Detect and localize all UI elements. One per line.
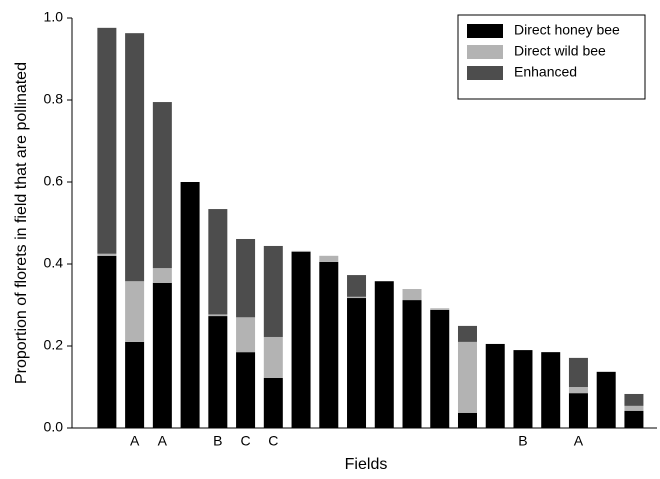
bar-segment bbox=[180, 182, 200, 428]
x-axis-label: Fields bbox=[345, 456, 388, 473]
x-tick-label: B bbox=[213, 433, 222, 449]
bar-segment bbox=[208, 314, 228, 317]
x-tick-label: A bbox=[158, 433, 168, 449]
bar-segment bbox=[236, 352, 256, 428]
bar-segment bbox=[263, 245, 283, 337]
bar-segment bbox=[457, 325, 477, 342]
bar-segment bbox=[485, 343, 505, 428]
legend-label: Direct wild bee bbox=[514, 43, 606, 59]
legend-label: Enhanced bbox=[514, 64, 577, 80]
legend-label: Direct honey bee bbox=[514, 22, 620, 38]
bar-segment bbox=[125, 281, 145, 342]
bar-segment bbox=[152, 282, 172, 428]
bar-segment bbox=[457, 341, 477, 413]
bar-segment bbox=[402, 289, 422, 301]
bar-segment bbox=[624, 410, 644, 428]
y-tick-label: 0.6 bbox=[44, 173, 64, 189]
bar-segment bbox=[125, 341, 145, 428]
y-tick-label: 0.0 bbox=[44, 419, 64, 435]
x-tick-label: A bbox=[574, 433, 584, 449]
bar-segment bbox=[97, 27, 117, 254]
bar-segment bbox=[347, 275, 367, 297]
bar-segment bbox=[97, 253, 117, 256]
bar-segment bbox=[624, 405, 644, 411]
bar-segment bbox=[125, 33, 145, 282]
x-tick-label: B bbox=[518, 433, 527, 449]
bar-segment bbox=[263, 336, 283, 378]
bar-segment bbox=[152, 268, 172, 283]
bar-segment bbox=[319, 261, 339, 428]
bar-segment bbox=[596, 371, 616, 428]
bar-segment bbox=[291, 251, 311, 428]
bar-segment bbox=[208, 209, 228, 315]
bar-segment bbox=[236, 238, 256, 318]
y-axis-label: Proportion of florets in field that are … bbox=[13, 62, 30, 384]
bar-segment bbox=[347, 296, 367, 299]
bar-segment bbox=[374, 281, 394, 428]
legend-swatch bbox=[467, 45, 503, 59]
bar-segment bbox=[402, 300, 422, 428]
bar-segment bbox=[347, 298, 367, 428]
bar-segment bbox=[457, 412, 477, 428]
bar-segment bbox=[319, 255, 339, 262]
x-tick-label: C bbox=[241, 433, 251, 449]
bar-segment bbox=[208, 316, 228, 428]
y-tick-label: 0.2 bbox=[44, 337, 64, 353]
bar-segment bbox=[291, 250, 311, 252]
legend-swatch bbox=[467, 24, 503, 38]
bar-segment bbox=[568, 357, 588, 387]
bar-segment bbox=[430, 309, 450, 428]
x-tick-label: A bbox=[130, 433, 140, 449]
legend-swatch bbox=[467, 66, 503, 80]
bar-segment bbox=[430, 308, 450, 310]
bar-segment bbox=[513, 350, 533, 428]
y-tick-label: 1.0 bbox=[44, 9, 64, 25]
bar-segment bbox=[236, 317, 256, 353]
bar-segment bbox=[541, 352, 561, 428]
y-tick-label: 0.8 bbox=[44, 91, 64, 107]
bar-segment bbox=[97, 255, 117, 428]
bar-segment bbox=[263, 377, 283, 428]
x-tick-label: C bbox=[268, 433, 278, 449]
bar-segment bbox=[624, 393, 644, 406]
bar-segment bbox=[568, 393, 588, 428]
y-tick-label: 0.4 bbox=[44, 255, 64, 271]
bar-segment bbox=[568, 387, 588, 394]
bar-segment bbox=[152, 102, 172, 269]
